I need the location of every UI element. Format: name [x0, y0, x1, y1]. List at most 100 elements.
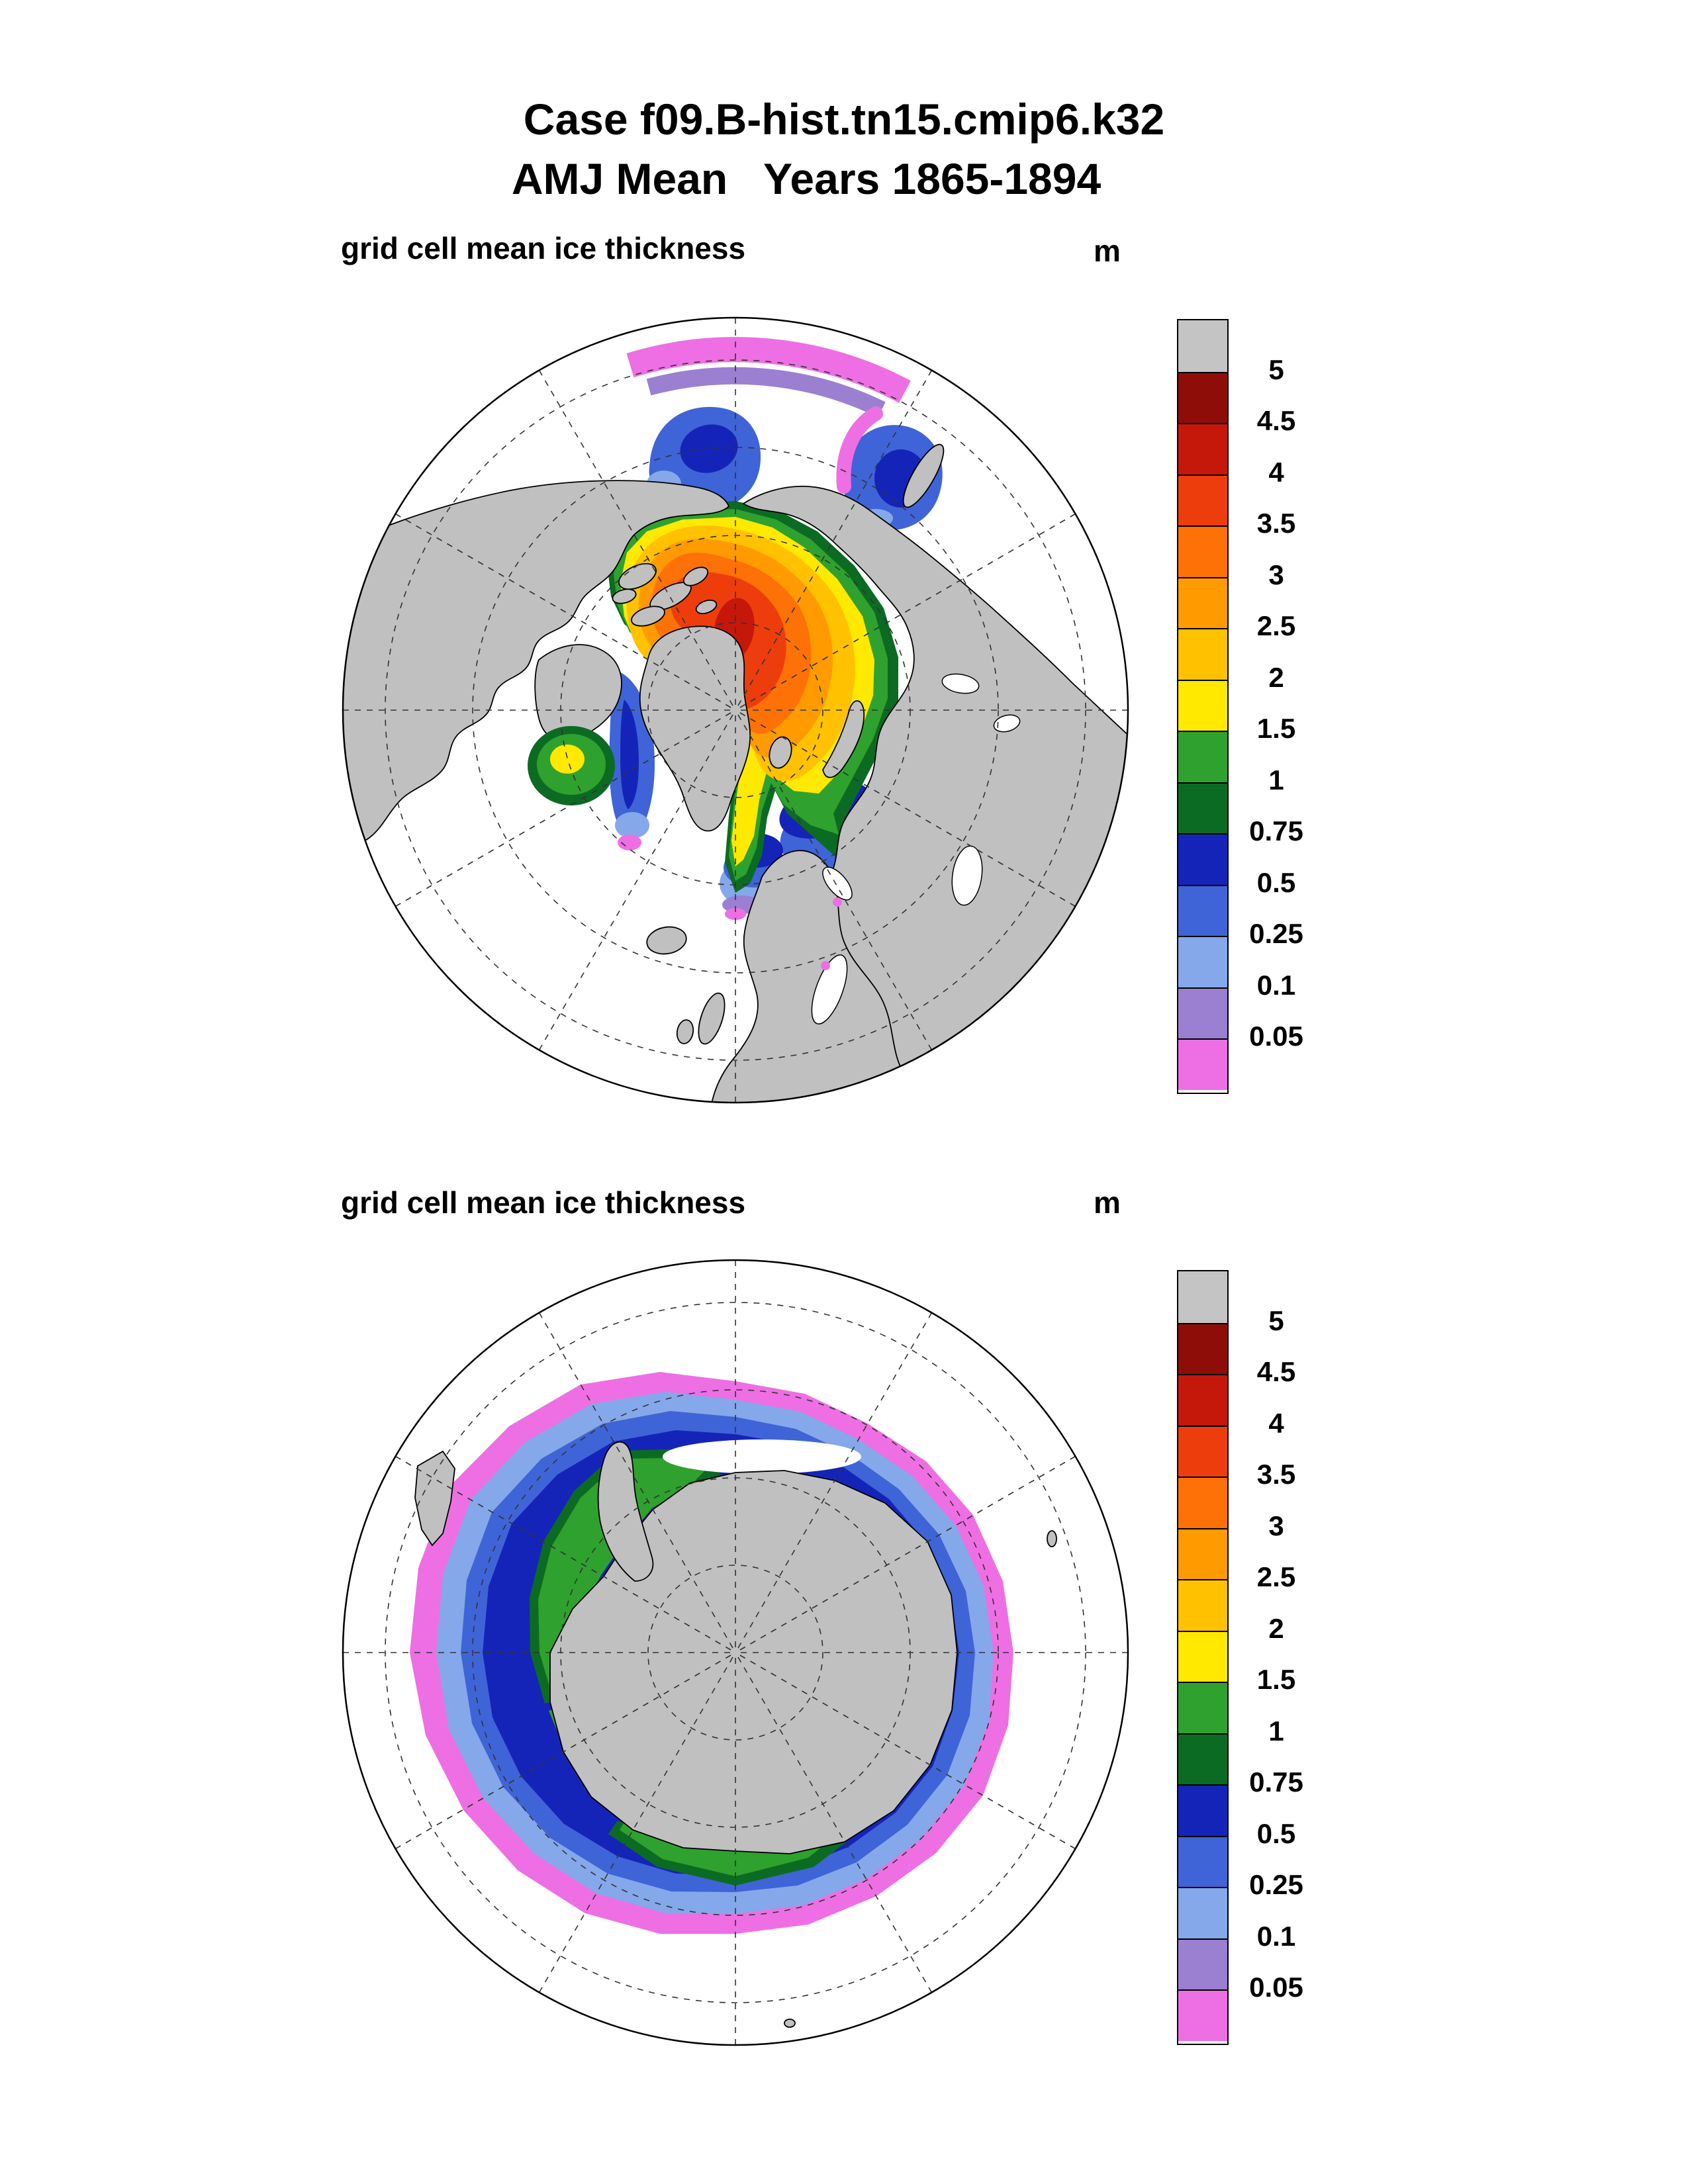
iceland — [646, 926, 687, 955]
arctic-inland-water — [811, 673, 1021, 1024]
colorbar-label: 1.5 — [1256, 1664, 1296, 1696]
arctic-archipelago-island — [612, 588, 637, 604]
colorbar-swatch — [1178, 731, 1227, 782]
colorbar-swatch — [1178, 628, 1227, 680]
colorbar-label: 0.75 — [1249, 1766, 1303, 1798]
antarctic-peninsula — [597, 1441, 654, 1582]
colorbar-label: 0.5 — [1256, 866, 1296, 898]
colorbar-swatch — [1178, 1989, 1227, 2041]
arctic-map-content — [343, 318, 1128, 1103]
colorbar-swatch — [1178, 1682, 1227, 1733]
svalbard — [769, 736, 792, 769]
colorbar-swatch — [1178, 423, 1227, 475]
colorbar-label: 0.75 — [1249, 815, 1303, 847]
colorbar-label: 4 — [1268, 456, 1284, 488]
great-britain — [698, 992, 726, 1045]
novaya-zemlya — [822, 700, 865, 778]
arctic-archipelago-island — [695, 600, 718, 614]
colorbar-label: 3 — [1268, 1510, 1284, 1541]
colorbar-swatch — [1178, 1630, 1227, 1682]
figure-title-season: AMJ Mean Years 1865-1894 — [511, 154, 1102, 203]
colorbar-label: 4.5 — [1256, 1356, 1296, 1388]
colorbar-label: 3.5 — [1256, 1459, 1296, 1490]
colorbar-swatch — [1178, 525, 1227, 577]
colorbar-label: 1 — [1268, 1715, 1284, 1747]
colorbar-labels-north: 5 4.5 4 3.5 3 2.5 2 1.5 1 0.75 0.5 0.25 0.1 0.05 — [1240, 344, 1313, 1062]
arctic-archipelago-island — [682, 567, 709, 586]
colorbar-swatch — [1178, 371, 1227, 424]
colorbar-label: 3 — [1268, 559, 1284, 590]
colorbar-label: 2.5 — [1256, 1561, 1296, 1593]
baltic-sea — [811, 954, 848, 1024]
colorbar-swatch — [1178, 320, 1227, 372]
colorbar-label: 0.05 — [1249, 1021, 1303, 1052]
colorbar-swatch — [1178, 1425, 1227, 1477]
colorbar-swatch — [1178, 1784, 1227, 1836]
colorbar-label: 0.5 — [1256, 1817, 1296, 1849]
colorbar-north — [1177, 319, 1229, 1094]
colorbar-swatch — [1178, 1733, 1227, 1785]
arctic-archipelago-island — [618, 563, 657, 590]
antarctic-map — [342, 1259, 1129, 2046]
baffin-island — [534, 644, 622, 741]
colorbar-label: 4 — [1268, 1407, 1284, 1439]
colorbar-swatch — [1178, 1835, 1227, 1888]
colorbar-label: 1.5 — [1256, 713, 1296, 745]
colorbar-label: 2 — [1268, 1612, 1284, 1644]
colorbar-swatch — [1178, 1038, 1227, 1090]
colorbar-label: 2 — [1268, 661, 1284, 693]
colorbar-label: 1 — [1268, 764, 1284, 796]
north-america — [343, 480, 730, 870]
colorbar-label: 4.5 — [1256, 405, 1296, 437]
island — [1047, 1530, 1057, 1547]
arctic-bay-ice — [528, 726, 842, 970]
kamchatka — [902, 443, 945, 508]
white-sea — [822, 866, 853, 901]
colorbar-swatch — [1178, 833, 1227, 885]
colorbar-label: 2.5 — [1256, 610, 1296, 642]
greenland — [639, 625, 751, 832]
colorbar-label: 0.25 — [1249, 1869, 1303, 1901]
panel-title-south: grid cell mean ice thickness — [341, 1185, 746, 1220]
figure-title-case: Case f09.B-hist.tn15.cmip6.k32 — [523, 95, 1165, 144]
colorbar-south — [1177, 1270, 1229, 2045]
antarctic-map-content — [343, 1260, 1128, 2045]
lake — [941, 673, 980, 694]
colorbar-label: 3.5 — [1256, 508, 1296, 539]
arctic-archipelago-island — [631, 606, 665, 627]
colorbar-swatch — [1178, 1322, 1227, 1375]
colorbar-swatch — [1178, 987, 1227, 1039]
arctic-pacific-marginal-ice — [626, 337, 943, 531]
arctic-map — [342, 316, 1129, 1104]
antarctic-landmasses — [414, 1441, 1057, 2028]
colorbar-swatch — [1178, 1271, 1227, 1323]
colorbar-label: 0.1 — [1256, 969, 1296, 1001]
colorbar-labels-south: 5 4.5 4 3.5 3 2.5 2 1.5 1 0.75 0.5 0.25 0.1 0.05 — [1240, 1295, 1313, 2013]
colorbar-swatch — [1178, 679, 1227, 731]
units-label-south: m — [1094, 1185, 1121, 1220]
colorbar-swatch — [1178, 1579, 1227, 1631]
colorbar-swatch — [1178, 1887, 1227, 1938]
colorbar-label: 0.1 — [1256, 1920, 1296, 1952]
colorbar-swatch — [1178, 1374, 1227, 1426]
colorbar-label: 5 — [1268, 353, 1284, 385]
colorbar-swatch — [1178, 474, 1227, 526]
colorbar-label: 0.05 — [1249, 1972, 1303, 2003]
graticule — [343, 1260, 1128, 2045]
panel-title-north: grid cell mean ice thickness — [341, 231, 746, 265]
units-label-north: m — [1094, 234, 1121, 268]
colorbar-label: 0.25 — [1249, 918, 1303, 950]
south-america-tip — [414, 1450, 455, 1547]
colorbar-swatch — [1178, 1938, 1227, 1990]
lake — [993, 714, 1021, 733]
colorbar-swatch — [1178, 1477, 1227, 1528]
map-boundary — [342, 316, 1129, 1104]
colorbar-swatch — [1178, 576, 1227, 629]
ireland — [676, 1019, 694, 1044]
colorbar-label: 5 — [1268, 1304, 1284, 1336]
map-boundary — [342, 1259, 1129, 2046]
island — [784, 2019, 796, 2028]
colorbar-swatch — [1178, 884, 1227, 936]
colorbar-swatch — [1178, 1527, 1227, 1580]
